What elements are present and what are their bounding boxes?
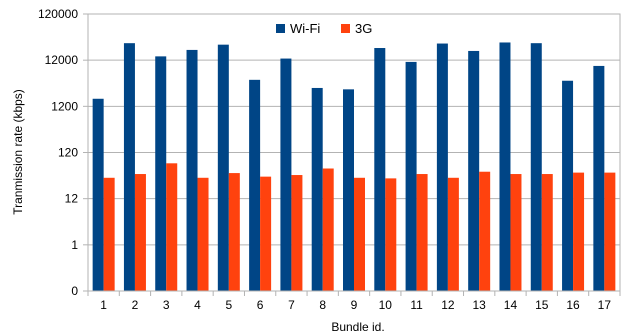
bar-wifi-2 — [123, 43, 135, 291]
legend-swatch-3g — [341, 24, 350, 33]
x-tick-label: 7 — [288, 298, 295, 312]
x-tick-label: 9 — [351, 298, 358, 312]
bar-wifi-8 — [311, 87, 323, 292]
x-tick-label: 12 — [441, 298, 455, 312]
y-tick-label: 0 — [71, 284, 78, 298]
bar-3g-8 — [322, 168, 334, 291]
x-tick-label: 10 — [379, 298, 393, 312]
x-tick-label: 13 — [472, 298, 486, 312]
legend-swatch-wifi — [276, 24, 285, 33]
plot-frame — [87, 13, 621, 292]
x-tick-label: 4 — [194, 298, 201, 312]
bar-wifi-13 — [468, 50, 480, 291]
bar-3g-5 — [228, 173, 240, 291]
y-tick-label: 1200 — [51, 99, 78, 113]
bar-3g-6 — [260, 176, 272, 291]
x-tick-label: 8 — [319, 298, 326, 312]
bar-3g-14 — [510, 174, 522, 291]
x-tick-label: 6 — [257, 298, 264, 312]
x-tick-label: 16 — [566, 298, 580, 312]
y-tick-label: 1 — [71, 238, 78, 252]
x-tick-label: 15 — [535, 298, 549, 312]
axes — [87, 13, 621, 296]
bar-3g-16 — [573, 172, 585, 291]
bar-3g-4 — [197, 177, 209, 291]
bar-3g-3 — [166, 163, 178, 291]
legend: Wi-Fi 3G — [276, 21, 372, 36]
x-tick-label: 14 — [504, 298, 518, 312]
bar-3g-13 — [479, 171, 491, 291]
x-tick-labels: 1 2 3 4 5 6 7 8 9 10 11 12 13 14 15 16 17 — [100, 298, 611, 312]
y-tick-labels: 0 1 12 120 1200 12000 120000 — [38, 7, 78, 298]
x-axis-title: Bundle id. — [331, 320, 384, 334]
bar-3g-9 — [354, 177, 365, 291]
legend-label-wifi: Wi-Fi — [290, 21, 320, 36]
x-tick-label: 17 — [598, 298, 612, 312]
bar-3g-10 — [385, 178, 397, 291]
bar-wifi-7 — [280, 58, 292, 292]
bar-wifi-9 — [343, 89, 354, 292]
bar-3g-7 — [291, 175, 303, 291]
bar-wifi-12 — [436, 43, 448, 292]
y-tick-label: 12000 — [45, 53, 79, 67]
bar-wifi-17 — [593, 65, 605, 292]
x-tick-label: 2 — [132, 298, 139, 312]
x-tick-label: 5 — [225, 298, 232, 312]
bar-3g-12 — [447, 177, 459, 291]
bar-wifi-16 — [562, 80, 574, 291]
bar-wifi-6 — [249, 79, 261, 292]
bar-wifi-15 — [530, 43, 542, 291]
bar-wifi-3 — [155, 56, 167, 292]
y-tick-label: 120 — [58, 146, 78, 160]
y-axis-title: Tranmission rate (kbps) — [11, 89, 25, 215]
bar-3g-15 — [541, 174, 553, 291]
x-tick-label: 3 — [163, 298, 170, 312]
bar-3g-1 — [103, 177, 115, 291]
bar-wifi-10 — [374, 48, 386, 291]
bar-3g-2 — [134, 174, 146, 291]
bar-wifi-11 — [405, 61, 417, 291]
bar-wifi-5 — [217, 44, 229, 292]
x-tick-label: 11 — [410, 298, 423, 312]
legend-label-3g: 3G — [355, 21, 372, 36]
bar-wifi-4 — [186, 49, 198, 291]
y-tick-label: 120000 — [38, 7, 78, 21]
bar-wifi-1 — [92, 98, 104, 291]
bar-wifi-14 — [499, 42, 511, 292]
x-tick-label: 1 — [100, 298, 107, 312]
bar-3g-17 — [604, 172, 616, 291]
bar-3g-11 — [416, 174, 428, 291]
bars — [92, 42, 616, 292]
y-tick-label: 12 — [65, 192, 79, 206]
